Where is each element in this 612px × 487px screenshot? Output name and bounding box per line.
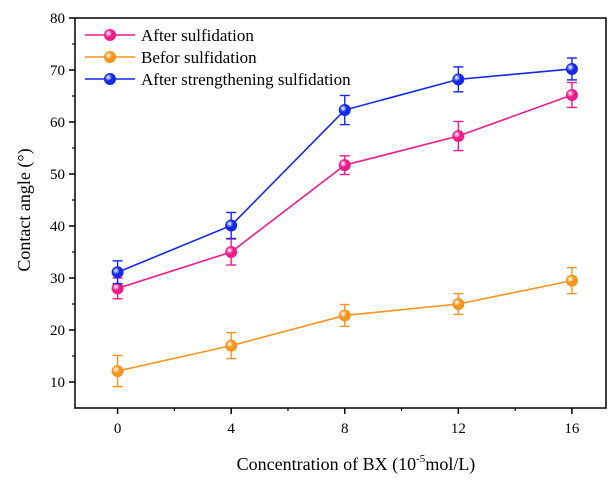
data-point bbox=[452, 298, 465, 310]
y-tick-label: 20 bbox=[50, 323, 65, 339]
data-point bbox=[565, 62, 578, 75]
x-axis-title-main: Concentration of BX (10 bbox=[237, 454, 416, 475]
x-tick-label: 4 bbox=[227, 421, 235, 437]
y-tick-label: 10 bbox=[50, 375, 65, 391]
legend-item: Befor sulfidation bbox=[85, 48, 257, 67]
y-tick-label: 80 bbox=[50, 11, 65, 27]
plot-frame bbox=[74, 17, 607, 409]
data-point bbox=[338, 309, 351, 322]
x-tick-label: 12 bbox=[451, 421, 466, 437]
data-point bbox=[111, 266, 124, 279]
legend-marker bbox=[104, 51, 116, 63]
data-point bbox=[111, 282, 124, 295]
y-tick-label: 70 bbox=[50, 63, 65, 79]
plot-border bbox=[74, 17, 607, 409]
x-tick-label: 8 bbox=[341, 421, 349, 437]
data-point bbox=[225, 339, 238, 352]
data-point bbox=[452, 73, 465, 86]
series-2 bbox=[111, 266, 578, 388]
series-1 bbox=[111, 81, 578, 300]
data-point bbox=[452, 130, 465, 143]
y-tick-label: 40 bbox=[50, 219, 65, 235]
x-tick-label: 0 bbox=[114, 421, 122, 437]
x-tick-label: 16 bbox=[564, 421, 580, 437]
y-tick-label: 50 bbox=[50, 167, 65, 183]
plot-area bbox=[111, 57, 578, 388]
y-tick-label: 60 bbox=[50, 115, 65, 131]
legend-item: After sulfidation bbox=[85, 26, 254, 45]
legend-label: Befor sulfidation bbox=[141, 48, 257, 67]
data-point bbox=[338, 104, 351, 117]
data-point bbox=[111, 365, 124, 378]
legend-marker bbox=[104, 29, 116, 41]
x-axis-title: Concentration of BX (10-5mol/L) bbox=[237, 453, 476, 475]
legend-item: After strengthening sulfidation bbox=[85, 70, 351, 89]
y-tick-label: 30 bbox=[50, 271, 65, 287]
legend-label: After strengthening sulfidation bbox=[141, 70, 351, 89]
data-point bbox=[565, 88, 578, 101]
axis-ticks: 0 4 8 12 16 10 20 30 40 50 60 70 80 bbox=[50, 11, 580, 437]
x-axis-title-superscript: -5 bbox=[416, 453, 426, 465]
data-point bbox=[225, 219, 238, 232]
data-point bbox=[338, 159, 351, 172]
y-axis-title: Contact angle (°) bbox=[14, 148, 35, 271]
legend: After sulfidation Befor sulfidation After … bbox=[85, 26, 351, 89]
legend-label: After sulfidation bbox=[141, 26, 254, 45]
data-point bbox=[225, 246, 238, 258]
legend-marker bbox=[104, 73, 116, 85]
x-axis-title-suffix: mol/L) bbox=[425, 454, 475, 475]
data-point bbox=[565, 274, 578, 287]
series-3 bbox=[111, 57, 578, 285]
